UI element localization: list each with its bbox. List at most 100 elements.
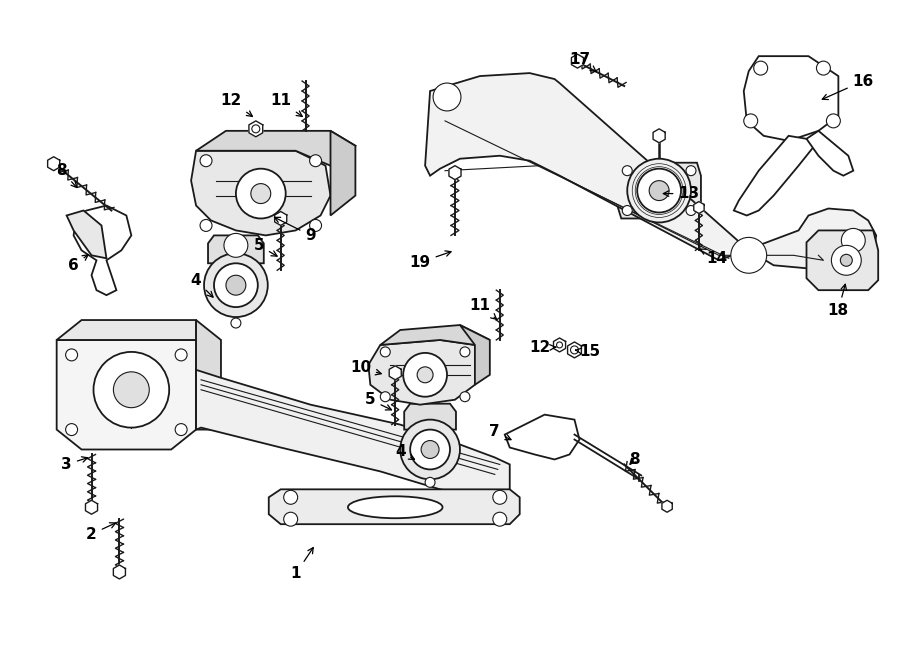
Polygon shape bbox=[368, 340, 480, 405]
Text: 12: 12 bbox=[220, 93, 252, 116]
Polygon shape bbox=[389, 366, 401, 380]
Circle shape bbox=[310, 219, 321, 231]
Circle shape bbox=[381, 392, 391, 402]
Text: 6: 6 bbox=[68, 254, 88, 273]
Circle shape bbox=[832, 245, 861, 275]
Circle shape bbox=[113, 372, 149, 408]
Circle shape bbox=[425, 477, 435, 487]
Circle shape bbox=[816, 61, 831, 75]
Polygon shape bbox=[568, 342, 581, 358]
Circle shape bbox=[417, 367, 433, 383]
Circle shape bbox=[826, 114, 841, 128]
Circle shape bbox=[421, 440, 439, 459]
Polygon shape bbox=[269, 489, 519, 524]
Polygon shape bbox=[113, 565, 125, 579]
Text: 16: 16 bbox=[823, 73, 874, 100]
Circle shape bbox=[200, 155, 212, 167]
Circle shape bbox=[66, 424, 77, 436]
Circle shape bbox=[284, 490, 298, 504]
Circle shape bbox=[637, 169, 681, 212]
Text: 8: 8 bbox=[57, 163, 76, 188]
Polygon shape bbox=[196, 320, 221, 430]
Text: 15: 15 bbox=[576, 344, 600, 360]
Circle shape bbox=[200, 219, 212, 231]
Text: 4: 4 bbox=[191, 273, 213, 297]
Circle shape bbox=[400, 420, 460, 479]
Text: 3: 3 bbox=[61, 457, 87, 472]
Circle shape bbox=[433, 83, 461, 111]
Polygon shape bbox=[57, 340, 196, 449]
Ellipse shape bbox=[348, 496, 443, 518]
Polygon shape bbox=[449, 166, 461, 180]
Circle shape bbox=[622, 206, 632, 215]
Circle shape bbox=[252, 125, 260, 133]
Circle shape bbox=[251, 184, 271, 204]
Polygon shape bbox=[57, 320, 196, 340]
Circle shape bbox=[310, 155, 321, 167]
Circle shape bbox=[231, 318, 241, 328]
Polygon shape bbox=[196, 370, 509, 497]
Polygon shape bbox=[191, 151, 330, 235]
Polygon shape bbox=[662, 500, 672, 512]
Polygon shape bbox=[572, 54, 583, 68]
Circle shape bbox=[649, 180, 669, 200]
Circle shape bbox=[460, 392, 470, 402]
Polygon shape bbox=[381, 325, 490, 345]
Text: 11: 11 bbox=[270, 93, 302, 116]
Circle shape bbox=[410, 430, 450, 469]
Circle shape bbox=[214, 263, 257, 307]
Text: 18: 18 bbox=[828, 284, 849, 317]
Polygon shape bbox=[806, 131, 853, 176]
Circle shape bbox=[236, 169, 285, 219]
Text: 5: 5 bbox=[365, 392, 392, 410]
Circle shape bbox=[842, 229, 865, 253]
Polygon shape bbox=[74, 206, 131, 295]
Polygon shape bbox=[48, 157, 59, 171]
Text: 9: 9 bbox=[274, 217, 316, 243]
Text: 7: 7 bbox=[490, 424, 511, 440]
Text: 13: 13 bbox=[663, 186, 699, 201]
Text: 19: 19 bbox=[410, 251, 451, 270]
Polygon shape bbox=[196, 131, 356, 166]
Polygon shape bbox=[249, 121, 263, 137]
Polygon shape bbox=[694, 202, 704, 214]
Text: 2: 2 bbox=[86, 523, 115, 541]
Circle shape bbox=[403, 353, 447, 397]
Text: 5: 5 bbox=[254, 238, 277, 256]
Circle shape bbox=[731, 237, 767, 273]
Polygon shape bbox=[653, 129, 665, 143]
Polygon shape bbox=[274, 212, 287, 225]
Text: 17: 17 bbox=[569, 52, 596, 71]
Text: 12: 12 bbox=[529, 340, 556, 356]
Text: 4: 4 bbox=[395, 444, 415, 459]
Text: 11: 11 bbox=[470, 297, 497, 319]
Polygon shape bbox=[208, 235, 264, 263]
Circle shape bbox=[571, 346, 579, 354]
Polygon shape bbox=[67, 210, 106, 258]
Polygon shape bbox=[330, 131, 356, 215]
Polygon shape bbox=[86, 500, 97, 514]
Circle shape bbox=[627, 159, 691, 223]
Polygon shape bbox=[743, 56, 839, 141]
Polygon shape bbox=[806, 231, 878, 290]
Circle shape bbox=[226, 275, 246, 295]
Circle shape bbox=[753, 61, 768, 75]
Circle shape bbox=[493, 490, 507, 504]
Circle shape bbox=[381, 347, 391, 357]
Circle shape bbox=[556, 342, 562, 348]
Circle shape bbox=[622, 166, 632, 176]
Circle shape bbox=[493, 512, 507, 526]
Text: 10: 10 bbox=[350, 360, 382, 375]
Polygon shape bbox=[505, 414, 580, 459]
Circle shape bbox=[686, 206, 696, 215]
Polygon shape bbox=[617, 163, 701, 219]
Circle shape bbox=[204, 253, 268, 317]
Circle shape bbox=[176, 349, 187, 361]
Circle shape bbox=[284, 512, 298, 526]
Polygon shape bbox=[404, 404, 456, 430]
Circle shape bbox=[841, 254, 852, 266]
Polygon shape bbox=[460, 325, 490, 385]
Circle shape bbox=[686, 166, 696, 176]
Circle shape bbox=[94, 352, 169, 428]
Text: 8: 8 bbox=[629, 452, 640, 467]
